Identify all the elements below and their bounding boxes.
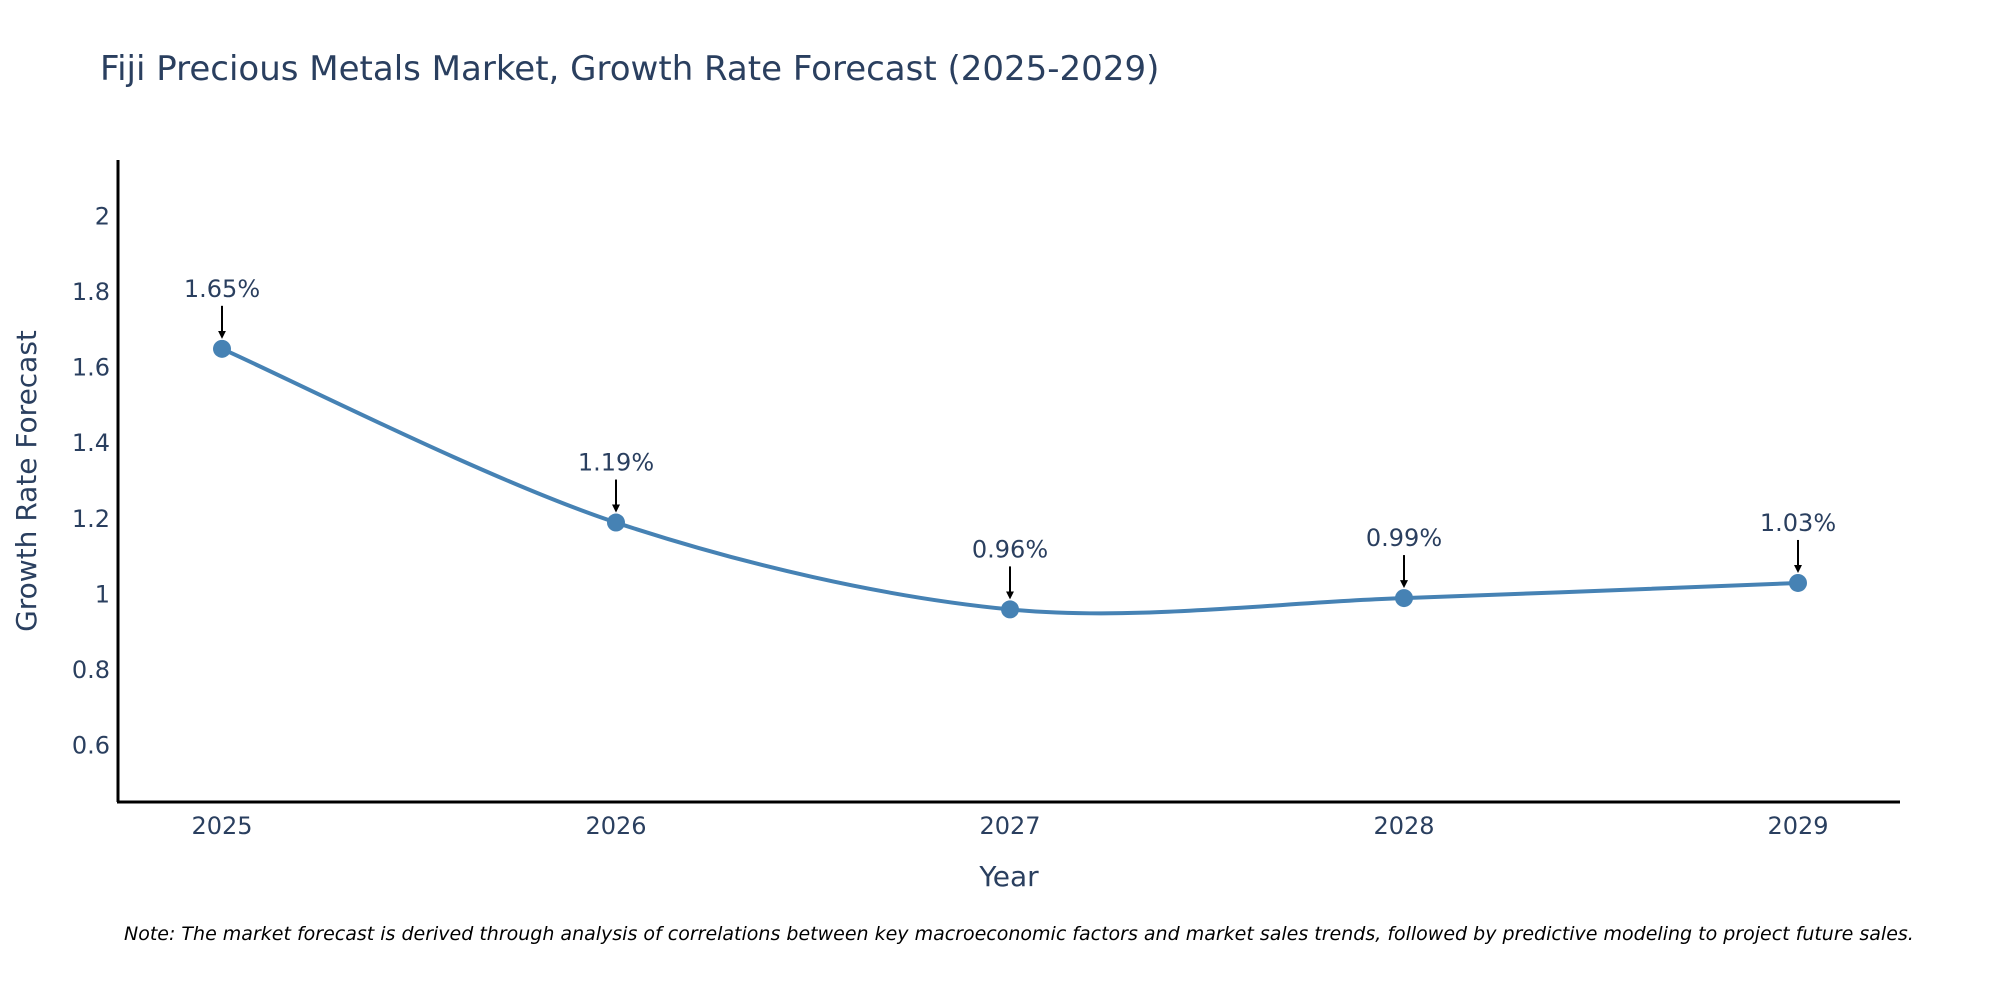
y-tick-label: 0.8 <box>72 656 110 684</box>
footnote: Note: The market forecast is derived thr… <box>124 923 1914 945</box>
data-label: 0.96% <box>972 535 1048 563</box>
data-annotations: 1.65% 1.19% 0.96% 0.99% 1.03% <box>184 275 1836 600</box>
chart-title: Fiji Precious Metals Market, Growth Rate… <box>100 49 1159 89</box>
x-tick-label: 2028 <box>1373 812 1434 840</box>
x-axis-title: Year <box>978 860 1039 893</box>
data-label: 0.99% <box>1366 524 1442 552</box>
x-tick-label: 2027 <box>979 812 1040 840</box>
x-tick-label: 2026 <box>585 812 646 840</box>
y-tick-label: 1 <box>95 580 110 608</box>
x-axis-ticks: 2025 2026 2027 2028 2029 <box>191 812 1828 840</box>
y-tick-label: 2 <box>95 203 110 231</box>
data-point <box>213 339 231 358</box>
data-point <box>1395 589 1413 608</box>
x-tick-label: 2029 <box>1767 812 1828 840</box>
data-point <box>1789 573 1807 592</box>
y-axis-title: Growth Rate Forecast <box>10 330 43 632</box>
y-tick-label: 1.4 <box>72 429 110 457</box>
data-point <box>607 513 625 532</box>
data-label: 1.03% <box>1760 509 1836 537</box>
data-label: 1.65% <box>184 275 260 303</box>
x-tick-label: 2025 <box>191 812 252 840</box>
y-tick-label: 0.6 <box>72 731 110 759</box>
y-tick-label: 1.8 <box>72 278 110 306</box>
data-points <box>213 339 1807 619</box>
y-tick-label: 1.2 <box>72 505 110 533</box>
data-point <box>1001 600 1019 619</box>
data-label: 1.19% <box>578 449 654 477</box>
y-tick-label: 1.6 <box>72 354 110 382</box>
y-axis-ticks: 0.6 0.8 1 1.2 1.4 1.6 1.8 2 <box>72 203 110 760</box>
